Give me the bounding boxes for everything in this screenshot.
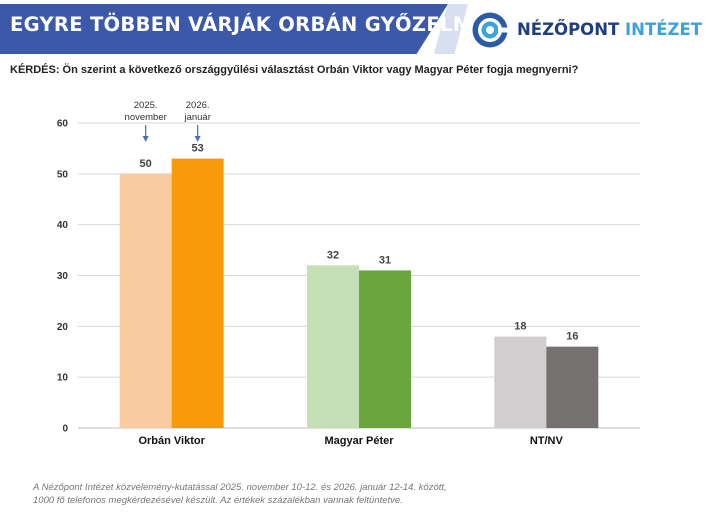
category-label: Magyar Péter [324,435,394,447]
y-tick-label: 20 [57,322,69,333]
footnote-line: A Nézőpont Intézet közvélemény-kutatássa… [33,482,447,493]
y-tick-label: 10 [57,373,69,384]
data-label: 53 [192,143,204,155]
page-title: EGYRE TÖBBEN VÁRJÁK ORBÁN GYŐZELMÉT [10,13,500,36]
down-arrow-icon [142,136,149,142]
bar [359,270,411,428]
period-annotation: 2025. [134,100,158,111]
data-label: 16 [566,331,578,343]
target-logo-icon [472,12,509,48]
y-tick-label: 50 [57,169,69,180]
data-label: 18 [514,321,526,333]
period-annotation: 2026. [186,100,210,111]
logo-word-2: INTÉZET [625,20,702,39]
down-arrow-icon [194,136,201,142]
data-label: 31 [379,254,391,266]
bar-chart: 0 10 20 30 40 50 60 50 53 Orbán Viktor 32 31 Magyar … [57,100,640,447]
title-band [0,4,448,54]
period-annotation: január [183,112,210,123]
period-annotation: november [125,112,167,123]
y-tick-label: 0 [62,424,68,435]
data-label: 32 [327,249,339,261]
logo: NÉZŐPONT INTÉZET [471,11,711,49]
survey-question: KÉRDÉS: Ön szerint a következő országgyű… [10,64,579,76]
bar [119,173,172,428]
category-label: Orbán Viktor [138,435,205,447]
y-tick-label: 60 [57,119,69,130]
bar [546,346,599,428]
data-label: 50 [140,158,152,170]
bar [494,336,547,428]
bar [307,265,359,428]
footnote: A Nézőpont Intézet közvélemény-kutatássa… [33,481,447,507]
bar [171,158,224,428]
header-banner: EGYRE TÖBBEN VÁRJÁK ORBÁN GYŐZELMÉT NÉZŐ… [0,0,720,58]
logo-text: NÉZŐPONT INTÉZET [517,20,702,39]
footnote-line: 1000 fő telefonos megkérdezésével készül… [33,495,403,506]
y-tick-label: 30 [57,271,69,282]
y-tick-label: 40 [57,220,69,231]
logo-word-1: NÉZŐPONT [517,20,620,39]
category-label: NT/NV [530,435,564,447]
